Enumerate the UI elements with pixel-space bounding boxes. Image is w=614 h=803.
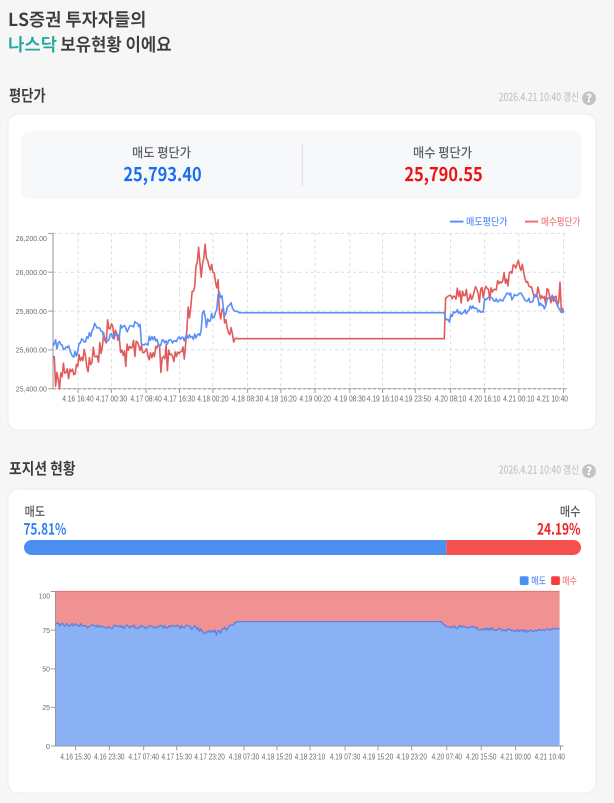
svg-text:4.21 10:40: 4.21 10:40: [537, 394, 569, 404]
svg-text:25: 25: [42, 703, 50, 712]
svg-text:4.19 23:20: 4.19 23:20: [397, 751, 428, 761]
svg-text:4.17 08:40: 4.17 08:40: [130, 394, 162, 404]
svg-text:4.19 00:20: 4.19 00:20: [299, 394, 331, 404]
svg-text:4.18 15:20: 4.18 15:20: [262, 751, 293, 761]
svg-text:4.18 16:20: 4.18 16:20: [265, 394, 297, 404]
svg-text:4.17 00:30: 4.17 00:30: [96, 394, 128, 404]
svg-text:4.17 15:30: 4.17 15:30: [162, 751, 193, 761]
svg-text:4.20 15:50: 4.20 15:50: [466, 751, 497, 761]
svg-text:4.18 23:10: 4.18 23:10: [295, 751, 326, 761]
svg-text:25,800.00: 25,800.00: [16, 307, 47, 316]
svg-text:4.20 16:10: 4.20 16:10: [469, 394, 501, 404]
svg-text:4.21 00:00: 4.21 00:00: [500, 751, 531, 761]
svg-text:4.17 16:30: 4.17 16:30: [164, 394, 196, 404]
svg-text:4.16 23:30: 4.16 23:30: [94, 751, 125, 761]
svg-text:4.19 07:30: 4.19 07:30: [330, 751, 361, 761]
svg-text:4.19 23:50: 4.19 23:50: [400, 394, 432, 404]
svg-text:4.21 10:40: 4.21 10:40: [535, 751, 566, 761]
svg-text:4.18 07:30: 4.18 07:30: [229, 751, 260, 761]
svg-text:100: 100: [39, 592, 50, 601]
svg-text:4.16 16:40: 4.16 16:40: [62, 394, 94, 404]
svg-text:50: 50: [42, 665, 50, 674]
svg-text:75: 75: [42, 626, 50, 635]
svg-text:4.20 08:10: 4.20 08:10: [435, 394, 467, 404]
svg-text:25,400.00: 25,400.00: [16, 385, 47, 394]
svg-text:4.18 00:20: 4.18 00:20: [197, 394, 229, 404]
svg-text:4.19 16:10: 4.19 16:10: [367, 394, 399, 404]
svg-text:4.16 15:30: 4.16 15:30: [60, 751, 91, 761]
svg-text:26,200.00: 26,200.00: [16, 234, 47, 243]
svg-text:26,000.00: 26,000.00: [16, 268, 47, 277]
svg-text:4.21 00:10: 4.21 00:10: [503, 394, 535, 404]
svg-text:4.19 08:30: 4.19 08:30: [334, 394, 366, 404]
svg-text:25,600.00: 25,600.00: [16, 346, 47, 355]
svg-text:4.17 23:20: 4.17 23:20: [194, 751, 225, 761]
svg-text:4.18 08:30: 4.18 08:30: [232, 394, 264, 404]
svg-text:4.17 07:40: 4.17 07:40: [129, 751, 160, 761]
svg-text:4.20 07:40: 4.20 07:40: [432, 751, 463, 761]
svg-text:4.19 15:20: 4.19 15:20: [363, 751, 394, 761]
svg-text:0: 0: [46, 742, 50, 751]
